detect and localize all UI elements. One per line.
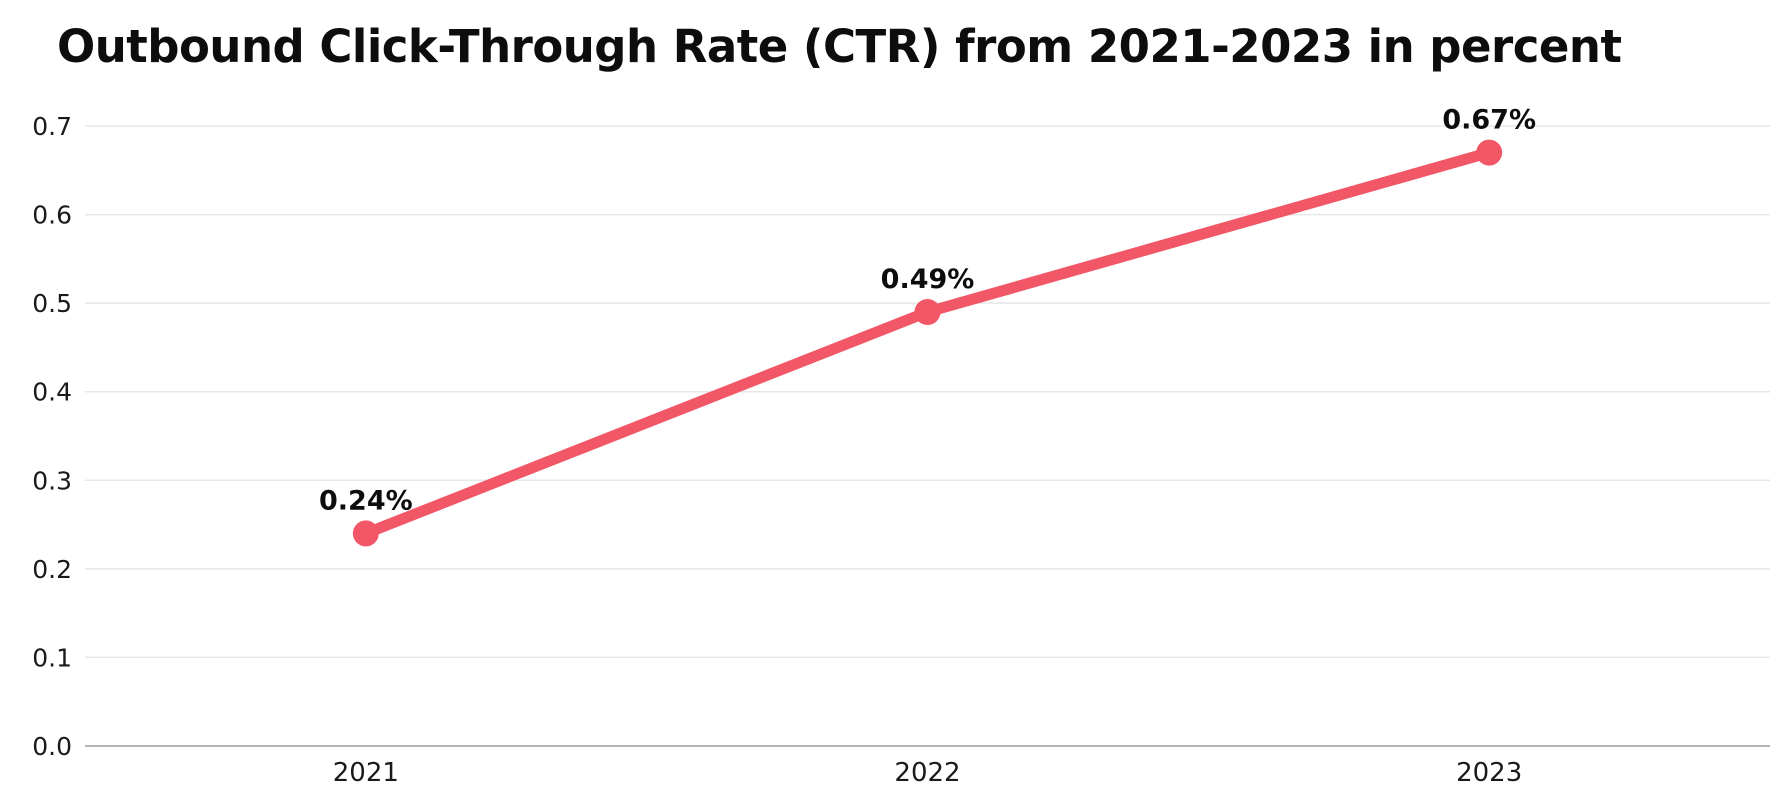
chart-title: Outbound Click-Through Rate (CTR) from 2… bbox=[57, 20, 1622, 73]
data-point bbox=[352, 520, 379, 547]
y-tick-label: 0.1 bbox=[32, 643, 72, 672]
y-tick-label: 0.6 bbox=[32, 201, 72, 230]
y-tick-label: 0.2 bbox=[32, 555, 72, 584]
y-tick-label: 0.5 bbox=[32, 289, 72, 318]
x-tick-label: 2023 bbox=[1456, 758, 1522, 788]
y-tick-label: 0.4 bbox=[32, 378, 72, 407]
y-tick-label: 0.0 bbox=[32, 732, 72, 761]
data-point bbox=[1476, 139, 1503, 166]
data-point-label: 0.24% bbox=[319, 485, 413, 516]
data-point-label: 0.49% bbox=[881, 264, 975, 295]
data-line bbox=[360, 147, 1495, 539]
x-tick-label: 2021 bbox=[333, 758, 399, 788]
data-point bbox=[914, 299, 941, 325]
y-tick-label: 0.3 bbox=[32, 466, 72, 495]
data-point-label: 0.67% bbox=[1442, 105, 1536, 136]
y-tick-label: 0.7 bbox=[32, 112, 72, 141]
x-tick-label: 2022 bbox=[894, 758, 960, 788]
